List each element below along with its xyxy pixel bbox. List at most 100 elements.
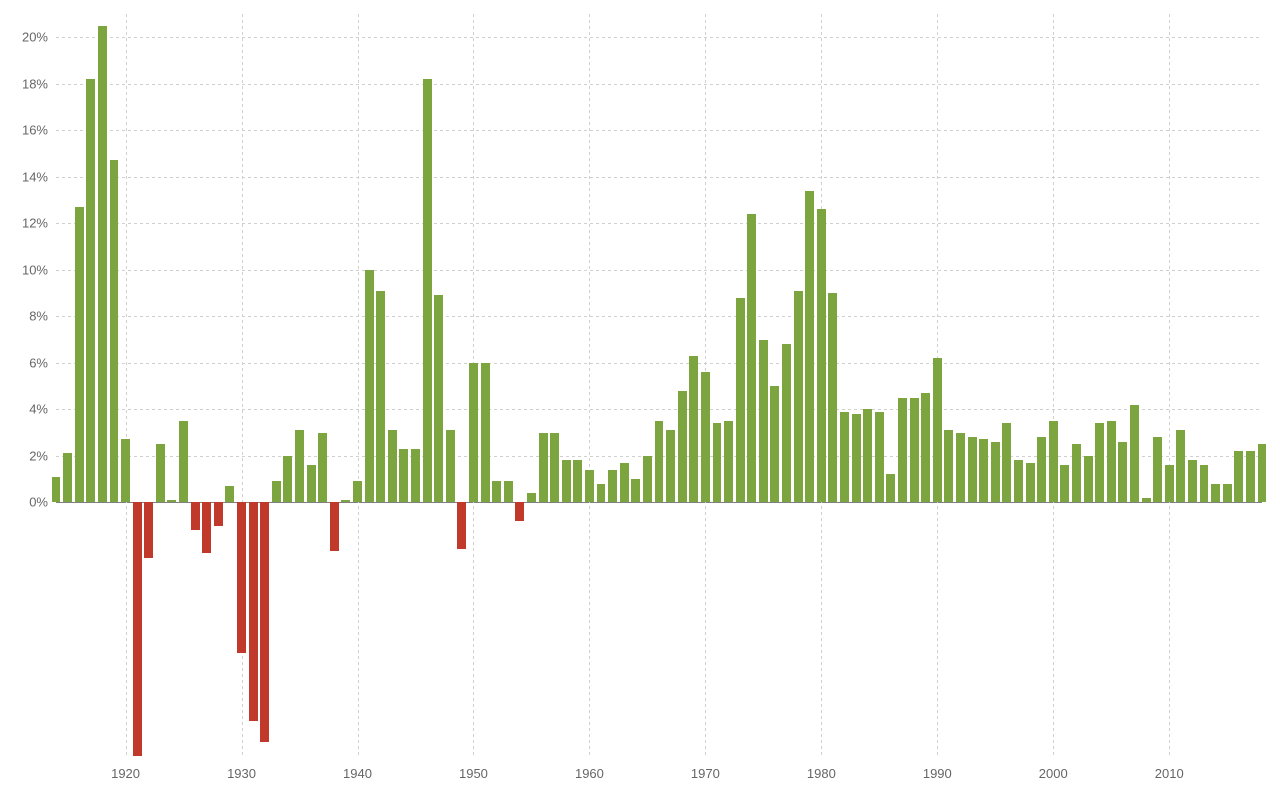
bar bbox=[736, 298, 745, 503]
bar bbox=[1234, 451, 1243, 502]
grid-line-vertical bbox=[358, 14, 359, 758]
bar bbox=[852, 414, 861, 502]
bar bbox=[1084, 456, 1093, 503]
grid-line-horizontal bbox=[56, 223, 1262, 224]
x-axis-tick-label: 1960 bbox=[575, 758, 604, 781]
bar bbox=[573, 460, 582, 502]
bar bbox=[144, 502, 153, 558]
bar bbox=[225, 486, 234, 502]
bar bbox=[620, 463, 629, 503]
bar bbox=[191, 502, 200, 530]
bar bbox=[110, 160, 119, 502]
bar bbox=[1037, 437, 1046, 502]
bar bbox=[805, 191, 814, 503]
bar bbox=[133, 502, 142, 755]
y-axis-tick-label: 18% bbox=[22, 76, 56, 91]
bar bbox=[98, 26, 107, 503]
bar bbox=[434, 295, 443, 502]
bar bbox=[1258, 444, 1267, 502]
bar bbox=[1107, 421, 1116, 502]
bar bbox=[86, 79, 95, 502]
x-axis-tick-label: 1930 bbox=[227, 758, 256, 781]
bar bbox=[689, 356, 698, 502]
y-axis-tick-label: 6% bbox=[29, 355, 56, 370]
bar bbox=[666, 430, 675, 502]
bar bbox=[608, 470, 617, 503]
bar bbox=[446, 430, 455, 502]
bar bbox=[933, 358, 942, 502]
bar bbox=[63, 453, 72, 502]
x-axis-tick-label: 1970 bbox=[691, 758, 720, 781]
grid-line-vertical bbox=[1053, 14, 1054, 758]
bar bbox=[539, 433, 548, 503]
y-axis-tick-label: 14% bbox=[22, 169, 56, 184]
bar bbox=[515, 502, 524, 521]
bar bbox=[481, 363, 490, 503]
bar bbox=[1130, 405, 1139, 503]
grid-line-vertical bbox=[126, 14, 127, 758]
y-axis-tick-label: 20% bbox=[22, 30, 56, 45]
bar bbox=[921, 393, 930, 502]
bar bbox=[759, 340, 768, 503]
bar bbox=[875, 412, 884, 503]
bar bbox=[1118, 442, 1127, 502]
grid-line-horizontal bbox=[56, 177, 1262, 178]
bar bbox=[713, 423, 722, 502]
x-axis-tick-label: 2010 bbox=[1155, 758, 1184, 781]
bar bbox=[1211, 484, 1220, 503]
bar bbox=[597, 484, 606, 503]
bar bbox=[1060, 465, 1069, 502]
grid-line-horizontal bbox=[56, 84, 1262, 85]
bar bbox=[295, 430, 304, 502]
bar bbox=[492, 481, 501, 502]
bar bbox=[1246, 451, 1255, 502]
bar bbox=[910, 398, 919, 503]
grid-line-horizontal bbox=[56, 316, 1262, 317]
x-axis-tick-label: 1990 bbox=[923, 758, 952, 781]
bar bbox=[283, 456, 292, 503]
bar bbox=[991, 442, 1000, 502]
bar bbox=[828, 293, 837, 502]
bar bbox=[585, 470, 594, 503]
grid-line-vertical bbox=[589, 14, 590, 758]
bar bbox=[399, 449, 408, 502]
x-axis-tick-label: 1920 bbox=[111, 758, 140, 781]
grid-line-horizontal bbox=[56, 363, 1262, 364]
bar bbox=[979, 439, 988, 502]
bar bbox=[701, 372, 710, 502]
bar bbox=[898, 398, 907, 503]
bar bbox=[782, 344, 791, 502]
bar bbox=[260, 502, 269, 741]
bar-chart: 0%2%4%6%8%10%12%14%16%18%20%192019301940… bbox=[0, 0, 1280, 790]
bar bbox=[411, 449, 420, 502]
bar bbox=[1049, 421, 1058, 502]
bar bbox=[1200, 465, 1209, 502]
bar bbox=[249, 502, 258, 721]
bar bbox=[52, 477, 61, 503]
bar bbox=[527, 493, 536, 502]
bar bbox=[214, 502, 223, 525]
x-axis-tick-label: 1940 bbox=[343, 758, 372, 781]
grid-line-horizontal bbox=[56, 409, 1262, 410]
bar bbox=[1095, 423, 1104, 502]
bar bbox=[167, 500, 176, 502]
bar bbox=[770, 386, 779, 502]
bar bbox=[643, 456, 652, 503]
bar bbox=[956, 433, 965, 503]
bar bbox=[863, 409, 872, 502]
bar bbox=[1002, 423, 1011, 502]
bar bbox=[817, 209, 826, 502]
bar bbox=[1165, 465, 1174, 502]
bar bbox=[655, 421, 664, 502]
y-axis-tick-label: 12% bbox=[22, 216, 56, 231]
bar bbox=[1176, 430, 1185, 502]
bar bbox=[1188, 460, 1197, 502]
bar bbox=[678, 391, 687, 503]
bar bbox=[1026, 463, 1035, 503]
x-axis-tick-label: 2000 bbox=[1039, 758, 1068, 781]
bar bbox=[1142, 498, 1151, 503]
y-axis-tick-label: 2% bbox=[29, 448, 56, 463]
y-axis-tick-label: 10% bbox=[22, 262, 56, 277]
bar bbox=[562, 460, 571, 502]
bar bbox=[1153, 437, 1162, 502]
